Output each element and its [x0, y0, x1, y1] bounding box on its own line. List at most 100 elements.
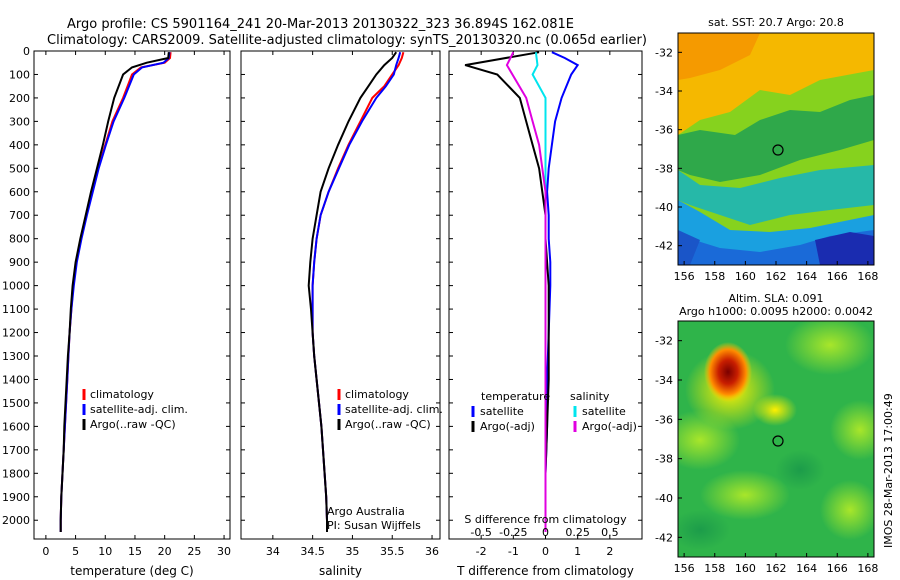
x-tick-label: 15	[128, 545, 142, 558]
argo-position-marker-sla	[772, 435, 784, 447]
map-y-tick-label: -36	[655, 413, 673, 426]
x-tick-label: 1	[574, 545, 581, 558]
map-x-tick-label: 160	[735, 270, 756, 283]
y-tick-label: 1500	[2, 397, 30, 410]
sla-map-field	[678, 321, 874, 557]
x-tick-label: 30	[217, 545, 231, 558]
series-line	[59, 52, 170, 532]
x-axis-label: T difference from climatology	[456, 564, 634, 578]
x-tick-label: 35	[345, 545, 359, 558]
legend-label: satellite-adj. clim.	[90, 403, 188, 416]
sla-map-axes: 156 158 160 162 164 166 168 -32 -34 -36 -38 -40 -42	[655, 335, 878, 575]
y-tick-label: 500	[9, 162, 30, 175]
s-tick-label: -0.5	[470, 526, 491, 539]
sst-map-field	[678, 33, 874, 265]
temperature-panel: 0 5 10 15 20 25 300100200300400500600700800900…	[2, 45, 231, 578]
legend-title-temperature: temperature	[481, 390, 550, 403]
x-axis-label: temperature (deg C)	[70, 564, 193, 578]
map-x-tick-label: 158	[704, 270, 725, 283]
map-x-tick-label: 166	[827, 270, 848, 283]
y-tick-label: 600	[9, 186, 30, 199]
x-tick-label: 34	[266, 545, 280, 558]
y-tick-label: 1200	[2, 327, 30, 340]
sla-map: Altim. SLA: 0.091 Argo h1000: 0.0095 h20…	[655, 292, 878, 575]
map-x-tick-label: 162	[766, 562, 787, 575]
y-tick-label: 1700	[2, 444, 30, 457]
s-tick-label: 0.5	[601, 526, 619, 539]
map-x-tick-label: 166	[827, 562, 848, 575]
legend-label: climatology	[90, 388, 154, 401]
sst-map: sat. SST: 20.7 Argo: 20.8 156 158 160 162 16…	[655, 16, 878, 283]
map-y-tick-label: -34	[655, 374, 673, 387]
y-tick-label: 1600	[2, 420, 30, 433]
series-line	[544, 51, 580, 532]
s-tick-label: 0.25	[565, 526, 590, 539]
x-tick-label: 20	[158, 545, 172, 558]
x-tick-label: 5	[72, 545, 79, 558]
legend-title-salinity: salinity	[570, 390, 610, 403]
y-tick-label: 1800	[2, 467, 30, 480]
legend-label: Argo(-adj)	[480, 420, 535, 433]
x-tick-label: 0	[42, 545, 49, 558]
legend-label: satellite-adj. clim.	[345, 403, 443, 416]
y-tick-label: 1400	[2, 373, 30, 386]
x-axis-label: salinity	[319, 564, 362, 578]
s-tick-label: 0	[542, 526, 549, 539]
y-tick-label: 1300	[2, 350, 30, 363]
map-x-tick-label: 164	[796, 270, 817, 283]
x-tick-label: 2	[606, 545, 613, 558]
y-tick-label: 300	[9, 115, 30, 128]
map-y-tick-label: -36	[655, 124, 673, 137]
y-tick-label: 1900	[2, 491, 30, 504]
imos-timestamp: IMOS 28-Mar-2013 17:00:49	[882, 393, 895, 548]
x-tick-label: -2	[476, 545, 487, 558]
map-x-tick-label: 164	[796, 562, 817, 575]
legend-label: climatology	[345, 388, 409, 401]
legend-label: Argo(-adj)	[582, 420, 637, 433]
header-line1: Argo profile: CS 5901164_241 20-Mar-2013…	[67, 17, 574, 32]
map-y-tick-label: -40	[655, 201, 673, 214]
map-x-tick-label: 156	[674, 562, 695, 575]
x-tick-label: 34.5	[300, 545, 325, 558]
annotation-line1: Argo Australia	[327, 505, 405, 518]
sla-map-title2: Argo h1000: 0.0095 h2000: 0.0042	[679, 305, 873, 318]
sst-map-axes: 156 158 160 162 164 166 168 -32 -34 -36 -38 -40 -42	[655, 46, 878, 283]
x-tick-label: 25	[187, 545, 201, 558]
y-tick-label: 900	[9, 256, 30, 269]
x-tick-label: 0	[542, 545, 549, 558]
map-y-tick-label: -38	[655, 453, 673, 466]
map-x-tick-label: 156	[674, 270, 695, 283]
map-x-tick-label: 168	[857, 562, 878, 575]
plot-frame	[33, 50, 231, 540]
series-line	[464, 51, 550, 532]
annotation-line2: PI: Susan Wijffels	[327, 519, 421, 532]
map-y-tick-label: -32	[655, 46, 673, 59]
x-tick-label: 35.5	[380, 545, 405, 558]
y-tick-label: 2000	[2, 514, 30, 527]
x-tick-label: 36	[425, 545, 439, 558]
legend-label: satellite	[582, 405, 626, 418]
sla-map-title1: Altim. SLA: 0.091	[728, 292, 823, 305]
x-tick-label: -1	[508, 545, 519, 558]
s-diff-label: S difference from climatology	[464, 513, 627, 526]
series-line	[505, 51, 547, 532]
map-y-tick-label: -34	[655, 85, 673, 98]
header-line2: Climatology: CARS2009. Satellite-adjuste…	[47, 33, 647, 48]
map-x-tick-label: 168	[857, 270, 878, 283]
y-tick-label: 0	[23, 45, 30, 58]
sst-map-title: sat. SST: 20.7 Argo: 20.8	[708, 16, 844, 29]
argo-position-marker	[772, 144, 784, 156]
y-tick-label: 400	[9, 139, 30, 152]
y-tick-label: 100	[9, 68, 30, 81]
map-x-tick-label: 162	[766, 270, 787, 283]
legend-label: Argo(..raw -QC)	[345, 418, 431, 431]
map-x-tick-label: 160	[735, 562, 756, 575]
legend-label: Argo(..raw -QC)	[90, 418, 176, 431]
map-y-tick-label: -38	[655, 162, 673, 175]
y-tick-label: 1000	[2, 280, 30, 293]
map-y-tick-label: -40	[655, 492, 673, 505]
x-tick-label: 10	[98, 545, 112, 558]
map-x-tick-label: 158	[704, 562, 725, 575]
